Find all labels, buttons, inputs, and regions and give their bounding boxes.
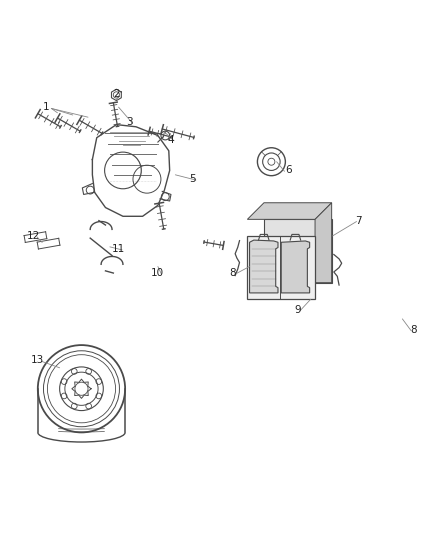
Text: 9: 9: [294, 305, 301, 315]
Text: 7: 7: [355, 216, 362, 225]
Text: 8: 8: [229, 268, 235, 278]
Text: 1: 1: [43, 102, 50, 112]
Polygon shape: [315, 203, 332, 282]
Polygon shape: [281, 241, 310, 293]
Polygon shape: [247, 203, 332, 220]
Text: 6: 6: [286, 165, 292, 175]
Text: 11: 11: [112, 244, 125, 254]
Text: 8: 8: [410, 325, 417, 335]
Polygon shape: [264, 220, 332, 282]
Text: 5: 5: [190, 174, 196, 184]
Text: 13: 13: [31, 356, 44, 365]
Text: 3: 3: [126, 117, 133, 127]
Text: 4: 4: [168, 135, 174, 145]
Text: 2: 2: [113, 89, 120, 99]
Text: 12: 12: [27, 231, 40, 241]
Polygon shape: [247, 236, 315, 299]
Text: 10: 10: [151, 268, 164, 278]
Polygon shape: [250, 240, 278, 293]
